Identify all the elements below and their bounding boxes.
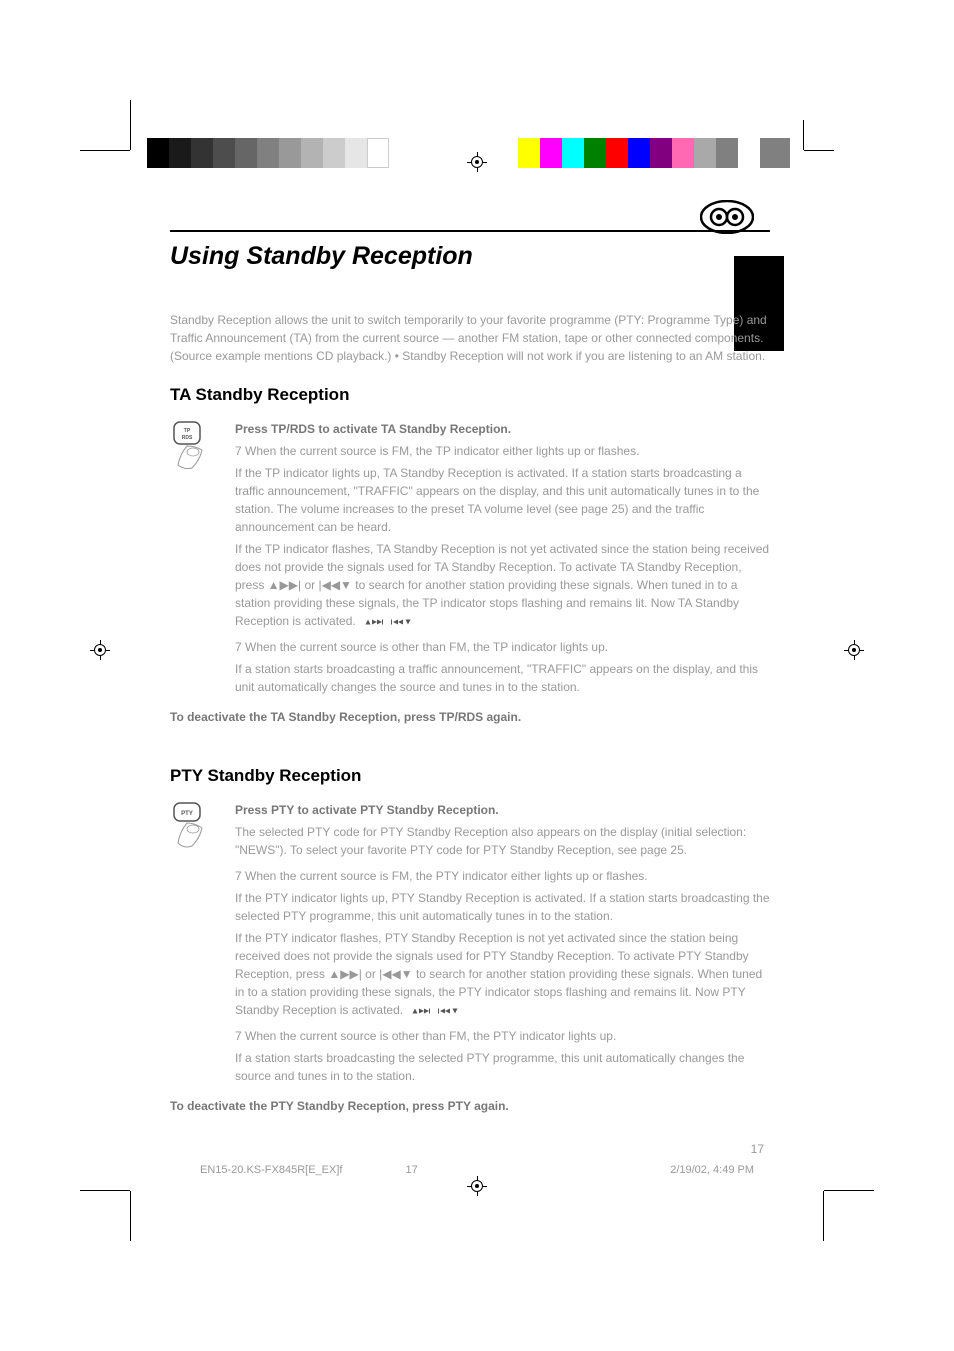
divider	[170, 230, 770, 232]
pty-button-text: Press PTY to activate PTY Standby Recept…	[235, 801, 770, 1085]
crop-mark	[823, 1191, 824, 1241]
pty-section: PTY Standby Reception PTY Press PTY to a…	[170, 766, 770, 1115]
pty-heading: PTY Standby Reception	[170, 766, 770, 786]
gray-step-wedge	[147, 138, 389, 168]
pty-deactivate: To deactivate the PTY Standby Reception,…	[170, 1097, 770, 1115]
intro-text: Standby Reception allows the unit to swi…	[170, 311, 770, 365]
seek-up-down-icon	[363, 617, 413, 627]
registration-mark-icon	[90, 640, 110, 660]
crop-mark	[824, 1190, 874, 1191]
registration-mark-icon	[467, 152, 487, 172]
crop-mark	[80, 1190, 130, 1191]
crop-mark	[130, 100, 131, 150]
svg-text:PTY: PTY	[181, 811, 193, 817]
crop-mark	[80, 150, 130, 151]
page-content: Using Standby Reception Standby Receptio…	[170, 230, 770, 1155]
crop-mark	[804, 150, 834, 151]
gray-end-box	[760, 138, 790, 168]
color-bar	[518, 138, 738, 168]
ta-heading: TA Standby Reception	[170, 385, 770, 405]
page-number: 17	[751, 1142, 764, 1156]
registration-mark-icon	[467, 1176, 487, 1196]
footer-timestamp: 2/19/02, 4:49 PM	[670, 1164, 754, 1176]
crop-mark	[803, 120, 804, 150]
pty-button-icon: PTY	[170, 801, 220, 861]
svg-text:TP: TP	[184, 428, 191, 434]
ta-flash-text: If the TP indicator flashes, TA Standby …	[235, 542, 769, 628]
footer-file: EN15-20.KS-FX845R[E_EX]f 17	[200, 1164, 418, 1176]
pty-flash-text: If the PTY indicator flashes, PTY Standb…	[235, 931, 762, 1017]
ta-section: TA Standby Reception TP RDS Press TP/RDS…	[170, 385, 770, 726]
ta-button-text: Press TP/RDS to activate TA Standby Rece…	[235, 420, 770, 696]
crop-mark	[130, 1191, 131, 1241]
page-title: Using Standby Reception	[170, 242, 770, 271]
seek-up-down-icon	[410, 1006, 460, 1016]
ta-deactivate: To deactivate the TA Standby Reception, …	[170, 708, 770, 726]
tp-rds-button-icon: TP RDS	[170, 420, 220, 480]
svg-text:RDS: RDS	[182, 435, 193, 441]
registration-mark-icon	[844, 640, 864, 660]
